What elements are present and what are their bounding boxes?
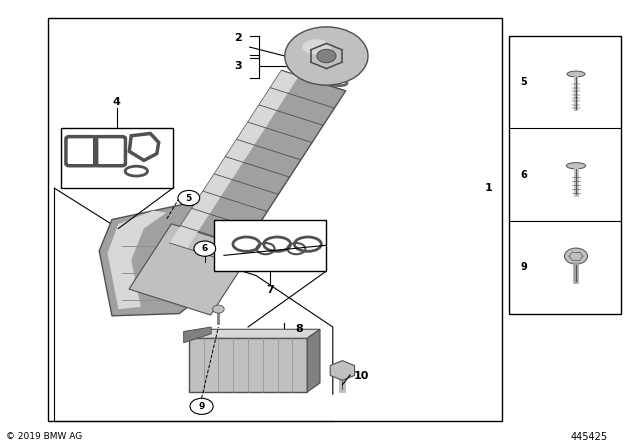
Polygon shape bbox=[108, 211, 166, 309]
Text: 9: 9 bbox=[198, 402, 205, 411]
Text: 1: 1 bbox=[485, 183, 493, 193]
Text: 6: 6 bbox=[202, 244, 208, 253]
Text: 3: 3 bbox=[234, 61, 242, 71]
Text: 7: 7 bbox=[266, 285, 275, 295]
Polygon shape bbox=[189, 329, 320, 338]
Text: 445425: 445425 bbox=[571, 432, 608, 442]
Text: 6: 6 bbox=[520, 170, 527, 180]
Text: © 2019 BMW AG: © 2019 BMW AG bbox=[6, 432, 83, 441]
Text: 10: 10 bbox=[354, 371, 369, 381]
Circle shape bbox=[564, 248, 588, 264]
Bar bbox=[509, 36, 621, 314]
Text: 4: 4 bbox=[113, 97, 121, 107]
Ellipse shape bbox=[303, 39, 332, 55]
Polygon shape bbox=[170, 70, 346, 263]
Polygon shape bbox=[189, 338, 307, 392]
Circle shape bbox=[212, 305, 224, 313]
Polygon shape bbox=[184, 327, 211, 343]
Circle shape bbox=[194, 241, 216, 256]
Text: 2: 2 bbox=[234, 33, 242, 43]
Polygon shape bbox=[170, 70, 299, 249]
Bar bbox=[214, 220, 326, 271]
Circle shape bbox=[178, 190, 200, 206]
Circle shape bbox=[285, 27, 368, 85]
Text: 8: 8 bbox=[295, 324, 303, 334]
Polygon shape bbox=[99, 204, 234, 316]
Text: 5: 5 bbox=[186, 194, 192, 202]
Polygon shape bbox=[307, 329, 320, 392]
Ellipse shape bbox=[566, 163, 586, 169]
Circle shape bbox=[317, 49, 336, 63]
Text: 9: 9 bbox=[520, 263, 527, 272]
Polygon shape bbox=[129, 224, 253, 315]
Bar bbox=[61, 128, 173, 188]
Bar bbox=[48, 18, 502, 421]
Polygon shape bbox=[330, 361, 355, 380]
Circle shape bbox=[190, 398, 213, 414]
Text: 5: 5 bbox=[520, 77, 527, 87]
Ellipse shape bbox=[567, 71, 585, 77]
Polygon shape bbox=[296, 55, 344, 86]
